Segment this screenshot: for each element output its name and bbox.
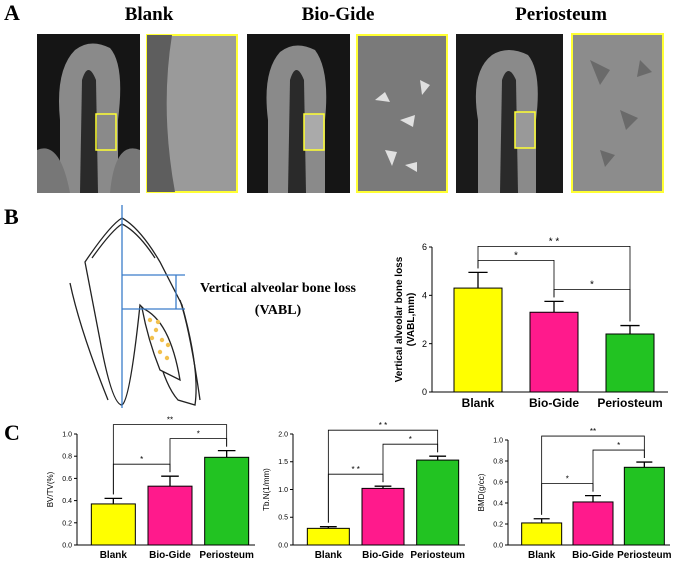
y-tick-label: 1.5 [278,459,288,466]
significance-label: ** [590,427,596,436]
bar [361,487,405,546]
x-tick-label: Periosteum [410,550,465,561]
diagram-label: Vertical alveolar bone loss [200,281,356,296]
significance-label: * * [351,465,359,474]
x-tick-label: Bio-Gide [529,396,579,410]
y-tick-label: 2 [422,339,427,349]
bar [306,527,350,546]
y-tick-label: 0.6 [62,476,72,483]
y-tick-label: 0.0 [278,542,288,549]
bar [204,456,250,546]
y-tick-label: 1.0 [493,437,503,444]
significance-label: * [140,455,143,464]
y-tick-label: 0.5 [278,515,288,522]
bar [529,311,579,393]
y-tick-label: 6 [422,242,427,252]
significance-bracket [477,245,631,322]
x-tick-label: Periosteum [199,550,254,561]
y-tick-label: 1.0 [62,431,72,438]
x-tick-label: Blank [100,550,128,561]
y-axis-label: Vertical alveolar bone loss [394,256,405,382]
y-axis-label: BV/TV(%) [46,471,55,507]
x-tick-label: Periosteum [597,396,662,410]
group-label: Bio-Gide [302,4,375,25]
error-bar [620,324,640,334]
x-tick-label: Blank [315,550,343,561]
x-tick-label: Blank [528,550,556,561]
panel-label: B [4,204,19,229]
bar [605,333,655,393]
x-tick-label: Blank [462,396,495,410]
y-tick-label: 0.4 [493,500,503,507]
panel-label: A [4,0,20,25]
y-tick-label: 0.2 [493,521,503,528]
bar [623,466,665,546]
error-bar [585,495,601,502]
bar [521,522,563,546]
x-tick-label: Bio-Gide [572,550,614,561]
y-tick-label: 0.6 [493,479,503,486]
error-bar [217,450,236,458]
y-axis-label: BMD(g/cc) [477,473,486,511]
ct-images [37,33,664,193]
x-tick-label: Bio-Gide [149,550,191,561]
bar [147,485,193,546]
y-tick-label: 0.8 [62,454,72,461]
significance-label: * [197,430,200,439]
significance-label: * [409,435,412,444]
error-bar [636,461,653,468]
significance-label: ** [167,416,173,425]
y-tick-label: 0.0 [62,542,72,549]
x-tick-label: Periosteum [617,550,672,561]
significance-bracket [327,429,439,523]
diagram-label: (VABL) [255,303,302,318]
error-bar [429,455,447,461]
panel-label: C [4,420,20,445]
error-bar [104,497,123,504]
tooth-diagram [69,205,201,408]
y-tick-label: 0.8 [493,458,503,465]
significance-label: * * [549,236,560,247]
y-axis-label: (VABL,mm) [406,293,417,347]
bar [90,503,136,546]
bar [453,287,503,393]
significance-label: * [514,250,518,261]
bar [572,501,614,546]
significance-label: * [617,441,620,450]
x-tick-label: Bio-Gide [362,550,404,561]
group-label: Blank [125,4,174,25]
significance-label: * [566,475,569,484]
y-tick-label: 0.4 [62,498,72,505]
error-bar [161,475,179,487]
error-bar [319,526,337,529]
significance-bracket [112,424,228,495]
y-tick-label: 0 [422,387,427,397]
significance-bracket [541,435,645,515]
y-tick-label: 1.0 [278,487,288,494]
y-tick-label: 0.0 [493,542,503,549]
error-bar [533,518,550,523]
bar [416,459,460,546]
significance-label: * [590,279,594,290]
error-bar [544,300,564,313]
error-bar [374,485,392,489]
y-tick-label: 0.2 [62,520,72,527]
y-axis-label: Tb.N(1/mm) [262,468,271,511]
significance-label: * * [379,421,387,430]
group-label: Periosteum [515,4,607,25]
y-tick-label: 4 [422,290,427,300]
error-bar [468,271,488,289]
y-tick-label: 2.0 [278,431,288,438]
